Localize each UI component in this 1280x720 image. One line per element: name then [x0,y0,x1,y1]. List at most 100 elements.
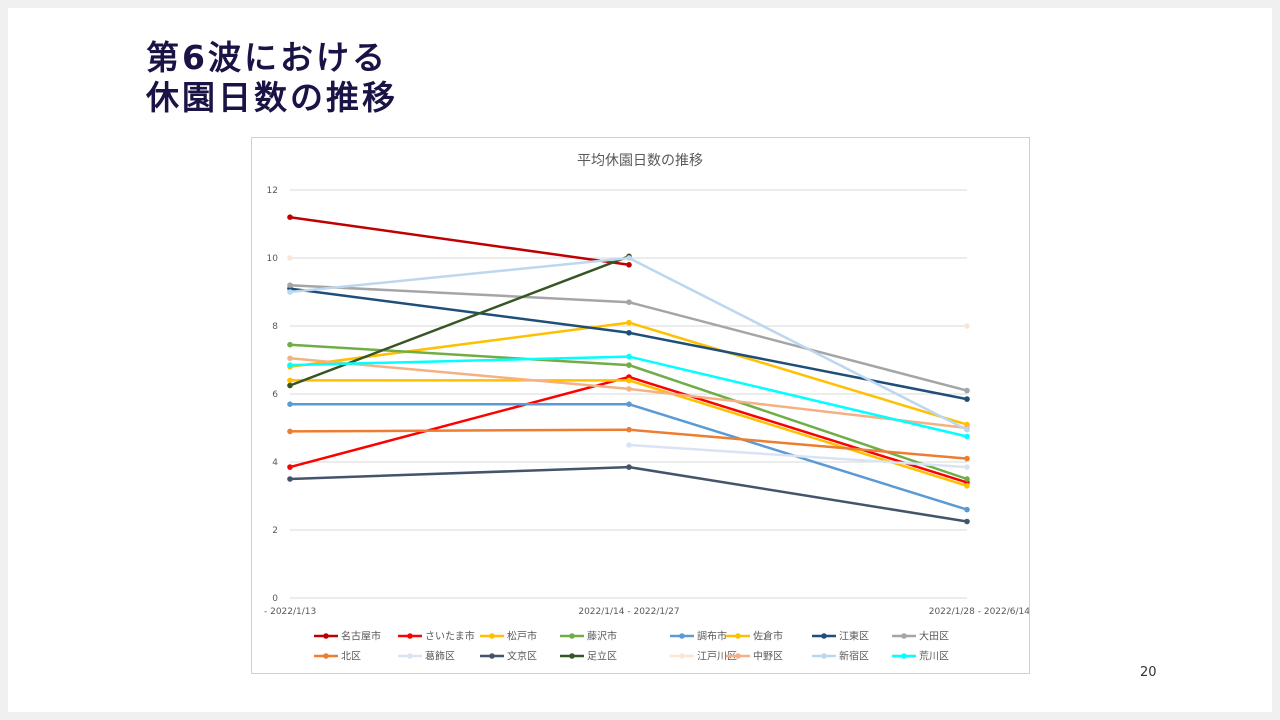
legend-marker-14 [821,653,827,659]
series-line-2 [288,321,631,369]
legend-label: 荒川区 [919,651,949,663]
data-point-6 [964,396,970,402]
series-line-14 [627,256,969,431]
data-point-13 [626,386,632,392]
series-line-3 [288,343,631,367]
legend-label: 江東区 [839,630,869,643]
slide-title: 第6波における 休園日数の推移 [146,38,398,118]
legend-label: 北区 [341,651,361,663]
y-tick-label: 10 [267,254,279,264]
data-point-8 [287,428,293,435]
data-point-15 [626,353,632,360]
legend-marker-4 [679,633,685,639]
y-tick-label: 12 [267,186,278,196]
legend-label: 松戸市 [507,630,537,643]
data-point-6 [626,330,632,336]
data-point-12 [287,255,293,261]
y-tick-label: 8 [272,322,278,332]
series-line-0 [288,215,631,267]
series-line-8 [288,428,631,433]
legend-label: 江戸川区 [697,651,737,663]
y-tick-label: 6 [272,390,278,400]
data-point-10 [964,518,970,525]
data-point-1 [287,464,293,470]
legend-label: 佐倉市 [753,630,783,643]
data-point-3 [626,362,632,368]
data-point-13 [287,355,293,362]
chart-container: 平均休園日数の推移 0 2 4 6 8 10 12 - 2022/1/13 2022/1/14 -… [251,137,1030,674]
data-point-3 [964,476,970,482]
series-line-2 [627,321,969,426]
data-point-4 [287,401,293,408]
data-point-9 [964,464,970,470]
legend-label: 文京区 [507,650,537,663]
slide: 第6波における 休園日数の推移 平均休園日数の推移 0 2 4 6 8 10 12 - 2022… [8,8,1272,712]
series-line-9 [627,443,969,469]
legend-label: 藤沢市 [587,630,617,643]
legend-marker-5 [735,633,741,639]
data-point-4 [964,506,970,513]
legend-marker-15 [901,653,907,659]
legend-label: 葛飾区 [425,650,455,663]
legend-marker-6 [821,633,827,639]
series-line-15 [288,355,631,367]
series-line-13 [627,387,969,430]
data-point-5 [964,483,970,489]
data-point-15 [287,362,293,368]
legend-marker-1 [407,633,413,639]
legend-label: 中野区 [753,650,783,663]
slide-title-line1: 第6波における [146,38,388,77]
series-line-1 [288,375,631,469]
data-point-14 [964,426,970,433]
series-line-3 [627,363,969,481]
legend-marker-10 [489,653,495,659]
data-point-14 [626,255,632,261]
y-tick-label: 0 [272,594,278,604]
series-line-15 [627,355,969,438]
legend-marker-9 [407,653,413,659]
data-point-8 [626,426,632,433]
line-chart: 平均休園日数の推移 0 2 4 6 8 10 12 - 2022/1/13 2022/1/14 -… [264,153,1029,663]
data-point-9 [626,442,632,448]
page-number: 20 [1140,665,1157,680]
data-point-11 [287,382,293,389]
series-line-10 [627,465,969,523]
data-point-0 [626,262,632,268]
x-tick-label: 2022/1/28 - 2022/6/14 [929,607,1029,617]
series-line-14 [288,256,631,294]
series-line-1 [627,375,969,484]
data-point-8 [964,455,970,462]
data-point-7 [287,282,293,288]
x-tick-label: 2022/1/14 - 2022/1/27 [578,607,679,617]
data-point-5 [626,377,632,384]
data-point-3 [287,341,293,348]
legend-marker-11 [569,653,575,659]
legend-label: 名古屋市 [341,630,381,643]
data-point-0 [287,214,293,220]
legend-marker-0 [323,633,329,639]
legend-marker-7 [901,633,907,639]
legend-marker-3 [569,633,575,639]
y-tick-label: 4 [272,458,278,468]
x-tick-label: - 2022/1/13 [264,607,316,617]
series-line-8 [627,428,969,460]
legend-marker-12 [679,653,685,659]
data-point-10 [626,464,632,470]
legend-marker-2 [489,633,495,639]
series-line-7 [288,283,631,304]
data-point-7 [626,299,632,305]
data-point-15 [964,433,970,440]
data-point-10 [287,476,293,482]
legend-label: 調布市 [697,630,727,643]
series-line-7 [627,300,969,392]
data-point-14 [287,289,293,295]
legend-label: 足立区 [587,650,617,663]
legend-label: さいたま市 [425,630,475,643]
data-point-12 [964,323,970,329]
legend-marker-8 [323,653,329,659]
legend-label: 大田区 [919,630,949,643]
data-point-5 [287,377,293,384]
data-point-7 [964,387,970,394]
series-line-5 [627,379,969,488]
legend-label: 新宿区 [839,650,869,663]
